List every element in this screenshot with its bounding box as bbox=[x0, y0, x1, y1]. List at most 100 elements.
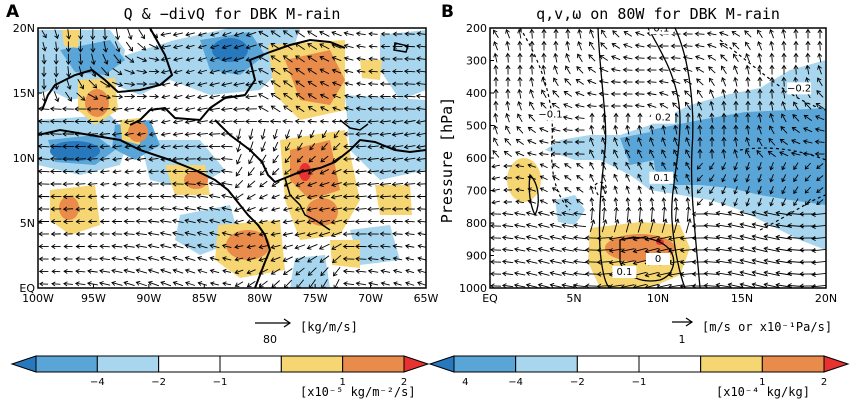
wind-vector bbox=[513, 223, 526, 229]
wind-vector bbox=[637, 197, 643, 207]
wind-vector bbox=[697, 124, 703, 135]
wind-vector bbox=[258, 80, 269, 88]
contour-line-neg bbox=[739, 147, 826, 161]
wind-vector bbox=[114, 41, 121, 53]
wind-vector bbox=[90, 41, 96, 53]
wind-vector bbox=[160, 144, 171, 150]
wind-vector bbox=[659, 103, 669, 109]
wind-vector bbox=[757, 52, 763, 63]
wind-vector bbox=[673, 197, 679, 207]
wind-vector bbox=[258, 268, 269, 275]
wind-vector bbox=[637, 218, 644, 233]
wind-vector bbox=[537, 246, 550, 252]
wind-vector bbox=[234, 257, 244, 262]
wind-vector bbox=[160, 56, 171, 62]
wind-vector bbox=[625, 206, 631, 221]
wind-vector bbox=[668, 248, 684, 254]
wind-vector bbox=[62, 181, 74, 187]
wind-vector bbox=[295, 42, 305, 50]
wind-vector bbox=[309, 130, 315, 139]
wind-vector bbox=[208, 143, 221, 150]
wind-vector bbox=[745, 41, 751, 51]
wind-vector bbox=[354, 231, 367, 237]
wind-vector bbox=[539, 127, 549, 133]
wind-vector bbox=[271, 181, 280, 187]
wind-vector bbox=[136, 81, 148, 87]
wind-vector bbox=[100, 80, 111, 88]
wind-vector bbox=[41, 54, 47, 65]
wind-vector bbox=[41, 91, 47, 103]
wind-vector bbox=[576, 66, 584, 74]
wind-vector bbox=[625, 161, 631, 170]
colorbar-tick-label: −2 bbox=[151, 377, 166, 388]
wind-vector bbox=[306, 206, 318, 212]
wind-vector bbox=[564, 78, 572, 86]
wind-vector bbox=[685, 173, 691, 182]
wind-vector bbox=[76, 92, 86, 101]
wind-vector bbox=[196, 231, 208, 236]
wind-vector bbox=[538, 139, 549, 145]
wind-vector bbox=[184, 106, 196, 112]
wind-vector bbox=[245, 94, 257, 100]
wind-vector bbox=[564, 175, 572, 181]
wind-vector bbox=[589, 137, 595, 147]
wind-vector bbox=[503, 163, 513, 169]
wind-vector bbox=[756, 149, 764, 158]
wind-vector bbox=[563, 90, 572, 97]
wind-vector bbox=[513, 283, 526, 288]
wind-vector bbox=[135, 206, 147, 212]
wind-vector bbox=[589, 112, 595, 123]
wind-vector bbox=[53, 78, 59, 91]
wind-vector bbox=[318, 194, 330, 200]
wind-vector bbox=[661, 206, 667, 222]
wind-vector bbox=[697, 148, 703, 159]
wind-vector bbox=[739, 234, 756, 241]
wind-vector bbox=[77, 79, 84, 90]
wind-vector bbox=[608, 247, 623, 253]
wind-vector bbox=[307, 43, 318, 50]
wind-vector bbox=[649, 161, 655, 170]
wind-vector bbox=[232, 119, 245, 125]
wind-vector bbox=[87, 256, 98, 262]
y-tick-label: 800 bbox=[466, 217, 487, 230]
wind-vector bbox=[751, 258, 768, 265]
wind-vector bbox=[123, 106, 135, 112]
wind-vector bbox=[319, 181, 330, 187]
wind-vector bbox=[282, 231, 293, 237]
wind-vector bbox=[793, 28, 799, 39]
panel-b-xaxis: EQ 5N 10N 15N 20N bbox=[482, 284, 837, 305]
wind-vector bbox=[529, 76, 535, 87]
wind-vector bbox=[235, 180, 244, 189]
colorbar-segment bbox=[219, 355, 282, 373]
wind-vector bbox=[87, 219, 97, 224]
wind-vector bbox=[111, 218, 122, 225]
wind-vector bbox=[148, 169, 159, 175]
wind-vector bbox=[208, 94, 220, 100]
wind-vector bbox=[790, 151, 801, 157]
wind-vector bbox=[78, 53, 84, 66]
wind-vector bbox=[282, 80, 293, 88]
wind-vector bbox=[74, 169, 86, 175]
wind-vector bbox=[236, 153, 242, 165]
wind-vector bbox=[551, 102, 560, 109]
wind-vector bbox=[561, 235, 574, 240]
wind-vector bbox=[41, 30, 47, 39]
wind-vector bbox=[159, 193, 172, 199]
wind-vector bbox=[124, 156, 134, 162]
wind-vector bbox=[625, 197, 631, 207]
wind-vector bbox=[282, 55, 293, 63]
wind-vector bbox=[49, 106, 62, 112]
panel-a-title: Q & −divQ for DBK M-rain bbox=[124, 5, 341, 23]
wind-vector bbox=[658, 55, 669, 61]
wind-vector bbox=[135, 280, 147, 287]
wind-vector bbox=[793, 64, 799, 75]
coastline bbox=[249, 38, 346, 61]
wind-vector bbox=[392, 43, 403, 49]
wind-vector bbox=[576, 199, 584, 205]
wind-vector bbox=[553, 52, 559, 63]
wind-vector bbox=[282, 244, 293, 250]
wind-vector bbox=[307, 30, 318, 38]
wind-vector bbox=[608, 259, 623, 265]
wind-vector bbox=[816, 90, 824, 98]
wind-vector bbox=[208, 131, 221, 137]
